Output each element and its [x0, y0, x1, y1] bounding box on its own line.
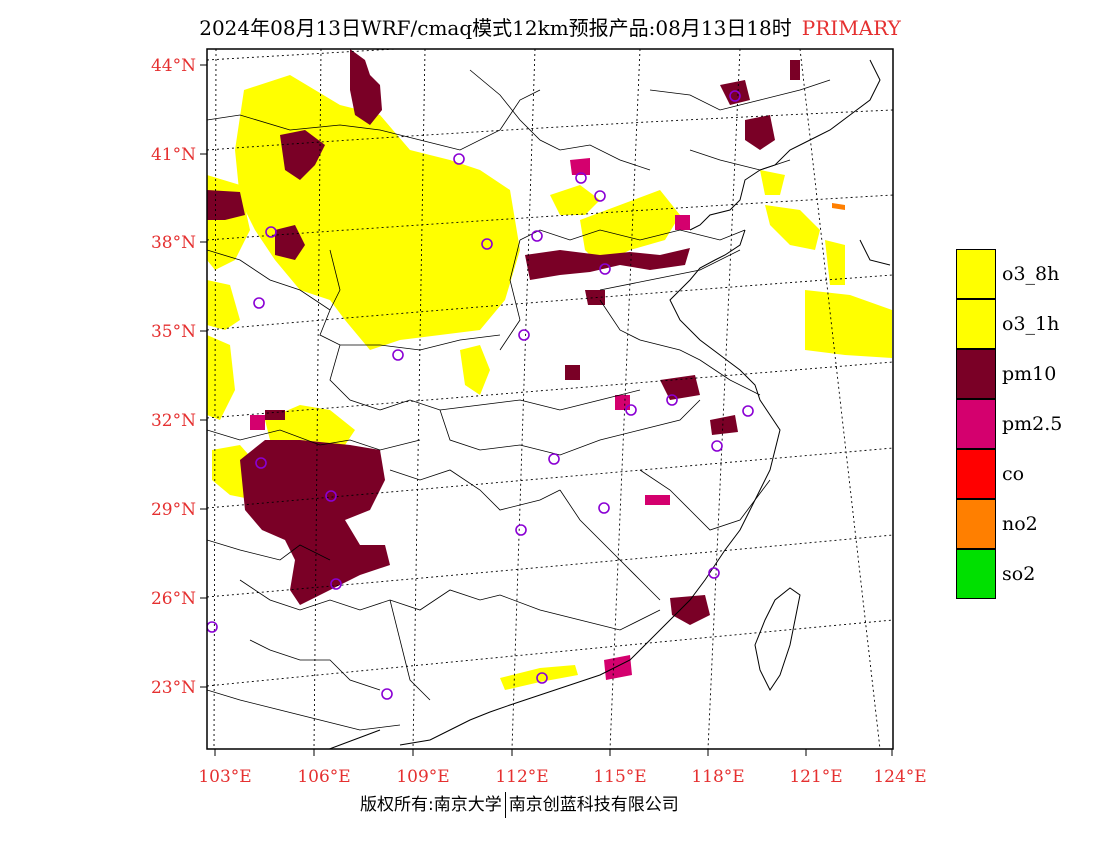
- legend-item-so2: so2: [956, 549, 1096, 599]
- station-markers: [207, 90, 754, 700]
- legend-swatch: [956, 349, 996, 399]
- coastline: [327, 59, 891, 749]
- legend-swatch: [956, 299, 996, 349]
- legend-item-pm25: pm2.5: [956, 399, 1096, 449]
- title-tag: PRIMARY: [801, 16, 901, 40]
- lon-label: 115°E: [593, 767, 646, 787]
- lon-label: 121°E: [789, 767, 842, 787]
- lat-label: 29°N: [151, 500, 196, 520]
- pm25-regions: [250, 158, 690, 680]
- graticule: [207, 49, 893, 749]
- lat-label: 38°N: [151, 233, 196, 253]
- lon-label: 124°E: [873, 767, 926, 787]
- legend-swatch: [956, 449, 996, 499]
- map-frame: [206, 48, 894, 750]
- longitude-labels: 103°E 106°E 109°E 112°E 115°E 118°E 121°…: [198, 767, 926, 787]
- lon-label: 112°E: [495, 767, 548, 787]
- legend-item-pm10: pm10: [956, 349, 1096, 399]
- legend-swatch: [956, 399, 996, 449]
- legend-label: o3_8h: [1002, 263, 1060, 285]
- lon-label: 118°E: [691, 767, 744, 787]
- footer-left: 版权所有:南京大学: [360, 795, 502, 815]
- legend-swatch: [956, 549, 996, 599]
- legend-label: co: [1002, 463, 1025, 485]
- legend-item-o3-8h: o3_8h: [956, 249, 1096, 299]
- no2-regions: [832, 203, 845, 210]
- province-boundaries: [207, 69, 831, 731]
- lat-label: 44°N: [151, 56, 196, 76]
- legend-item-no2: no2: [956, 499, 1096, 549]
- latitude-labels: 44°N 41°N 38°N 35°N 32°N 29°N 26°N 23°N: [151, 56, 196, 698]
- lat-label: 32°N: [151, 411, 196, 431]
- legend-label: pm2.5: [1002, 413, 1063, 435]
- legend-item-o3-1h: o3_1h: [956, 299, 1096, 349]
- lat-label: 41°N: [151, 145, 196, 165]
- legend-label: so2: [1002, 563, 1036, 585]
- footer-right: 南京创蓝科技有限公司: [508, 795, 679, 815]
- footer-separator: [504, 792, 506, 818]
- legend-item-co: co: [956, 449, 1096, 499]
- copyright-footer: 版权所有:南京大学 南京创蓝科技有限公司: [360, 790, 679, 818]
- lon-label: 106°E: [297, 767, 350, 787]
- lat-label: 23°N: [151, 678, 196, 698]
- legend-swatch: [956, 249, 996, 299]
- legend-label: pm10: [1002, 363, 1057, 385]
- legend-swatch: [956, 499, 996, 549]
- lat-label: 35°N: [151, 322, 196, 342]
- pm10-regions: [207, 49, 800, 625]
- lat-label: 26°N: [151, 589, 196, 609]
- legend-label: o3_1h: [1002, 313, 1060, 335]
- lon-label: 103°E: [198, 767, 251, 787]
- legend: o3_8h o3_1h pm10 pm2.5 co no2 so2: [956, 249, 1096, 599]
- legend-label: no2: [1002, 513, 1038, 535]
- lon-label: 109°E: [396, 767, 449, 787]
- map-title: 2024年08月13日WRF/cmaq模式12km预报产品:08月13日18时 P…: [0, 12, 1100, 41]
- axis-ticks: [200, 64, 893, 756]
- title-text: 2024年08月13日WRF/cmaq模式12km预报产品:08月13日18时: [199, 16, 792, 40]
